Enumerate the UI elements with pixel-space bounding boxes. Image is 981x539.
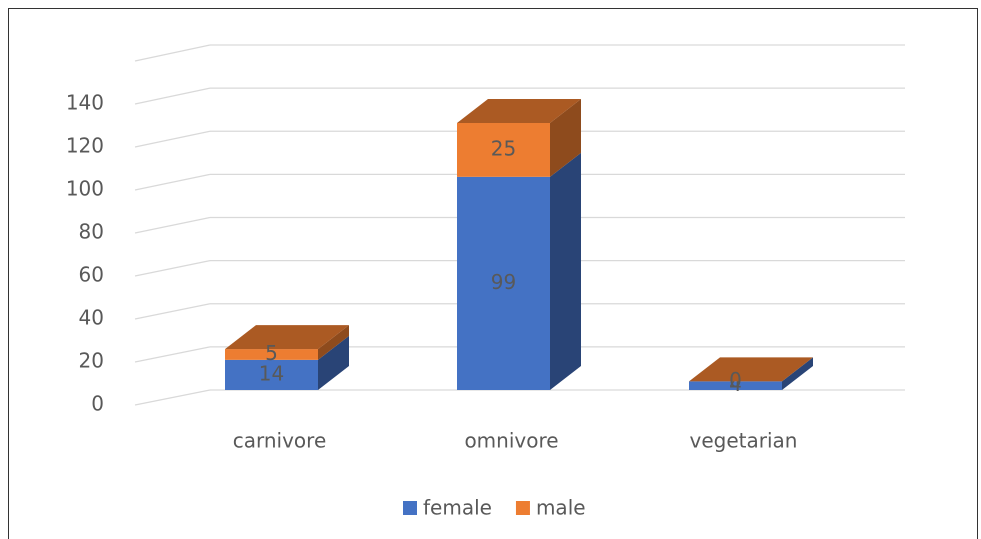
bar-front [225, 359, 318, 390]
y-tick-label: 0 [91, 392, 104, 416]
bar-segment [457, 152, 581, 390]
grid-line-side [134, 389, 211, 406]
bar-top [457, 99, 581, 123]
y-tick-label: 40 [79, 306, 104, 330]
y-tick-label: 120 [66, 134, 104, 158]
bar-segment [225, 325, 349, 360]
bar-front [457, 176, 550, 390]
grid-line-side [134, 216, 211, 234]
bar-segment [457, 99, 581, 177]
x-tick-label: carnivore [233, 429, 327, 453]
data-label: 14 [259, 361, 284, 385]
bar-segment [689, 357, 813, 382]
x-tick-label: omnivore [464, 429, 558, 453]
grid-line-side [134, 130, 211, 148]
y-tick-label: 140 [66, 91, 104, 115]
legend-swatch [403, 501, 417, 515]
bar-side [550, 152, 581, 390]
grid-line-side [134, 259, 211, 277]
bar-top [689, 357, 813, 382]
legend-label: male [536, 496, 586, 520]
bar-top [225, 325, 349, 350]
grid-line-side [134, 87, 211, 105]
bar-front [225, 349, 318, 360]
bar-segment [689, 357, 813, 390]
wall-top-edge [134, 44, 211, 62]
bar-side [550, 99, 581, 177]
bar-side [318, 325, 349, 360]
legend-swatch [515, 501, 530, 515]
bar-side [782, 357, 813, 390]
data-label: 5 [265, 341, 278, 365]
y-tick-label: 80 [79, 220, 104, 244]
y-tick-label: 60 [79, 263, 104, 287]
data-label: 99 [491, 270, 516, 294]
bar-front [689, 381, 782, 390]
bar-side [318, 335, 349, 390]
y-tick-label: 20 [79, 349, 104, 373]
grid-line-side [134, 303, 211, 320]
x-tick-label: vegetarian [690, 429, 798, 453]
bar-segment [225, 335, 349, 390]
data-label: 25 [491, 136, 516, 160]
data-label: 0 [729, 368, 742, 392]
y-tick-label: 100 [66, 177, 104, 201]
legend-label: female [423, 496, 492, 520]
bar-front [457, 123, 550, 177]
grid-line-side [134, 173, 211, 191]
grid-line-side [134, 346, 211, 363]
